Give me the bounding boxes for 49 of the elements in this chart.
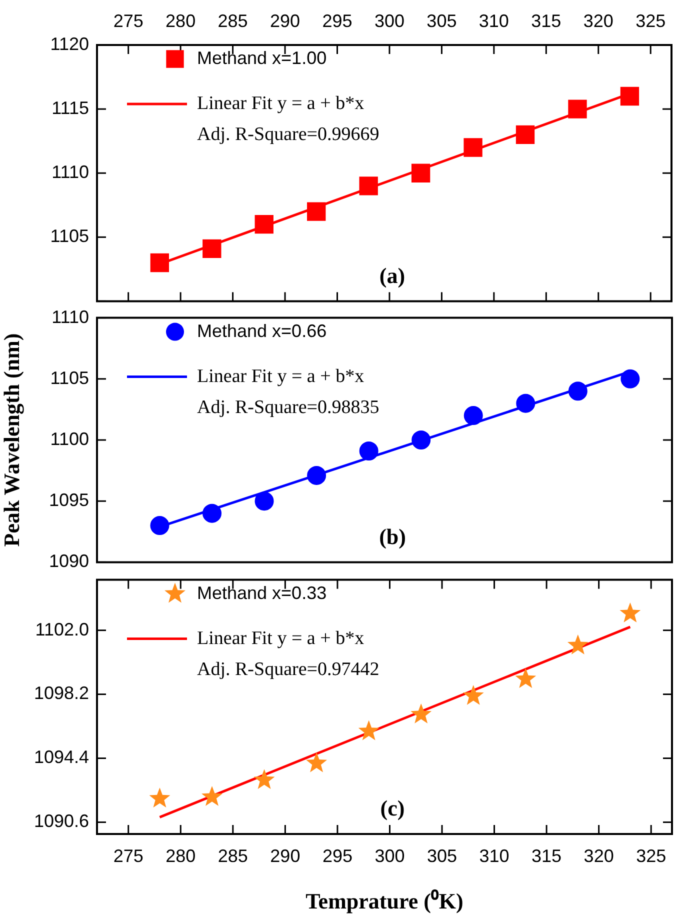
annotation: Adj. R-Square=0.98835 — [197, 396, 380, 418]
legend-label: Linear Fit y = a + b*x — [197, 366, 365, 387]
x2-tick-label: 290 — [270, 11, 300, 32]
x-tick-label: 295 — [322, 846, 352, 866]
annotation: Adj. R-Square=0.97442 — [197, 658, 380, 680]
x2-tick-label: 315 — [531, 11, 562, 32]
annotation: (c) — [380, 796, 405, 821]
x2-tick-label: 320 — [583, 11, 614, 32]
y-axis-title: Peak Wavelength (nm) — [0, 333, 24, 547]
y-tick-label: 1105 — [50, 226, 89, 246]
x-tick-label: 275 — [113, 846, 144, 866]
x2-tick-label: 325 — [636, 11, 666, 32]
x2-tick-label: 310 — [478, 11, 509, 32]
y-tick-label: 1094.4 — [34, 747, 89, 768]
y-tick-label: 1090.6 — [34, 811, 89, 832]
y-tick-label: 1090 — [48, 551, 89, 572]
x-tick-label: 305 — [426, 846, 458, 866]
x2-tick-label: 300 — [374, 11, 404, 32]
legend-label: Methand x=0.33 — [197, 582, 327, 603]
x-tick-label: 280 — [166, 846, 196, 866]
annotation: (a) — [379, 262, 406, 288]
y-tick-label: 1100 — [50, 428, 89, 449]
y-tick-label: 1110 — [52, 306, 89, 327]
x-tick-label: 315 — [532, 846, 562, 866]
x2-tick-label: 275 — [113, 11, 144, 32]
legend-label: Linear Fit y = a + b*x — [197, 92, 365, 114]
x-tick-label: 320 — [584, 846, 614, 866]
x2-tick-label: 305 — [426, 11, 457, 32]
y-tick-label: 1120 — [50, 34, 89, 54]
legend-label: Methand x=0.66 — [197, 320, 327, 341]
y-tick-label: 1098.2 — [34, 683, 89, 704]
y-tick-label: 1102.0 — [35, 619, 89, 640]
legend-label: Linear Fit y = a + b*x — [197, 628, 365, 649]
x2-tick-label: 280 — [166, 11, 196, 32]
annotation: (b) — [379, 524, 406, 549]
y-tick-label: 1105 — [50, 368, 89, 388]
x-tick-label: 325 — [636, 846, 666, 866]
x-tick-label: 285 — [218, 846, 248, 866]
y-tick-label: 1115 — [52, 98, 89, 118]
annotation: Adj. R-Square=0.99669 — [197, 124, 380, 145]
x-tick-label: 300 — [374, 846, 405, 866]
x-tick-label: 290 — [270, 846, 300, 866]
y-tick-label: 1110 — [52, 162, 89, 182]
legend-label: Methand x=1.00 — [197, 48, 327, 68]
x2-tick-label: 285 — [218, 11, 248, 32]
x-tick-label: 310 — [479, 846, 510, 866]
y-tick-label: 1095 — [48, 490, 89, 510]
x-axis-title: Temprature (⁰K) — [306, 888, 464, 914]
x2-tick-label: 295 — [322, 11, 352, 32]
